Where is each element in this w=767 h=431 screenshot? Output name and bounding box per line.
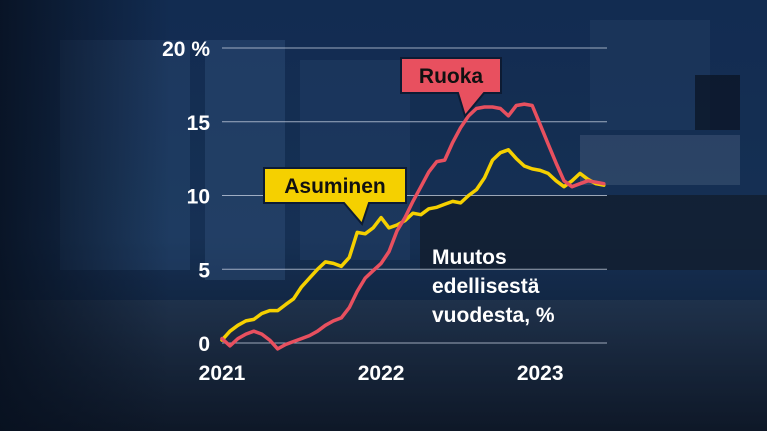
y-axis: 0 5 10 15 20 % (162, 38, 210, 356)
annotation-line-1: Muutos (432, 246, 507, 269)
x-tick-label: 2023 (517, 362, 564, 385)
annotation-line-3: vuodesta, % (432, 304, 555, 327)
annotation-line-2: edellisestä (432, 275, 540, 298)
callout-ruoka-box (400, 57, 502, 119)
y-tick-label: 0 (198, 333, 210, 356)
y-tick-label: 15 (187, 112, 211, 135)
callout-ruoka-label: Ruoka (419, 65, 484, 88)
callout-ruoka: Ruoka (400, 57, 502, 119)
series-lines (220, 102, 606, 351)
series-line-asuminen (220, 148, 606, 342)
y-tick-label: 5 (198, 259, 210, 282)
x-tick-label: 2022 (358, 362, 405, 385)
callout-asuminen-box (263, 167, 407, 226)
y-tick-label: 20 % (162, 38, 210, 61)
chart-annotation: Muutos edellisestä vuodesta, % (432, 246, 555, 327)
series-line-ruoka (220, 102, 606, 351)
callout-asuminen: Asuminen (263, 167, 407, 226)
callout-asuminen-label: Asuminen (284, 175, 386, 198)
y-tick-label: 10 (187, 186, 210, 209)
x-tick-label: 2021 (199, 362, 246, 385)
x-axis: 2021 2022 2023 (199, 362, 564, 385)
